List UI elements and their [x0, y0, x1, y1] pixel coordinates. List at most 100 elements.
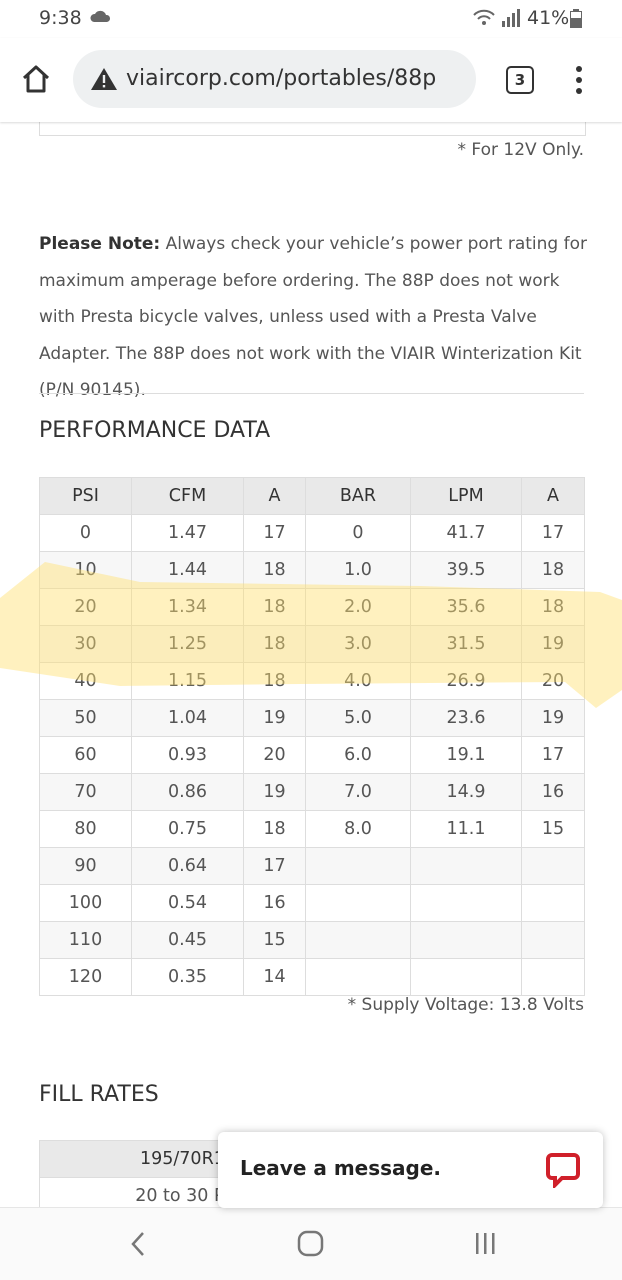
recents-button[interactable]: [474, 1232, 498, 1256]
note-text: Always check your vehicle’s power port r…: [39, 234, 587, 400]
table-cell: 19: [521, 699, 585, 737]
table-cell: 6.0: [305, 736, 411, 774]
table-cell: 0.54: [131, 884, 244, 922]
table-cell: 1.15: [131, 662, 244, 700]
table-row: 10 1.44 18 1.0 39.5 18: [39, 551, 585, 589]
table-cell: 18: [243, 625, 306, 663]
table-cell: 18: [521, 551, 585, 589]
table-cell: 35.6: [410, 588, 522, 626]
table-cell: 18: [243, 662, 306, 700]
table-cell: 19: [243, 773, 306, 811]
table-cell: 17: [243, 514, 306, 552]
table-cell: 0.45: [131, 921, 244, 959]
signal-icons: [473, 9, 520, 27]
table-row: 80 0.75 18 8.0 11.1 15: [39, 810, 585, 848]
table-cell: 4.0: [305, 662, 411, 700]
empty-cell: [521, 958, 585, 996]
divider: [39, 393, 584, 394]
empty-cell: [305, 884, 411, 922]
table-cell: 39.5: [410, 551, 522, 589]
empty-cell: [410, 884, 522, 922]
table-cell: 5.0: [305, 699, 411, 737]
cloud-icon: [90, 10, 111, 22]
table-cell: 1.04: [131, 699, 244, 737]
empty-cell: [521, 884, 585, 922]
table-row: 70 0.86 19 7.0 14.9 16: [39, 773, 585, 811]
table-cell: 18: [243, 810, 306, 848]
table-cell: 100: [39, 884, 132, 922]
column-header: A: [243, 477, 306, 515]
table-cell: 17: [243, 847, 306, 885]
empty-cell: [410, 958, 522, 996]
table-cell: 50: [39, 699, 132, 737]
table-row: 20 1.34 18 2.0 35.6 18: [39, 588, 585, 626]
table-cell: 19: [521, 625, 585, 663]
empty-cell: [521, 847, 585, 885]
table-cell: 70: [39, 773, 132, 811]
chat-widget[interactable]: Leave a message.: [218, 1132, 603, 1208]
table-cell: 20: [521, 662, 585, 700]
browser-toolbar: viaircorp.com/portables/88p 3: [0, 38, 622, 122]
table-cell: 20: [243, 736, 306, 774]
table-cell: 23.6: [410, 699, 522, 737]
tab-switcher[interactable]: 3: [506, 66, 534, 94]
table-cell: 7.0: [305, 773, 411, 811]
table-cell: 60: [39, 736, 132, 774]
url-text: viaircorp.com/portables/88p: [126, 66, 437, 91]
table-cell: 10: [39, 551, 132, 589]
table-cell: 14.9: [410, 773, 522, 811]
table-cell: 18: [243, 588, 306, 626]
table-cell: 1.34: [131, 588, 244, 626]
navigation-bar: [0, 1207, 622, 1280]
table-cell: 15: [521, 810, 585, 848]
header-row: PSI CFM A BAR LPM A: [39, 477, 585, 515]
empty-cell: [410, 921, 522, 959]
table-cell: 18: [521, 588, 585, 626]
table-cell: 0.35: [131, 958, 244, 996]
warning-icon: [91, 68, 117, 90]
table-cell: 19: [243, 699, 306, 737]
table-row: 30 1.25 18 3.0 31.5 19: [39, 625, 585, 663]
table-cell: 8.0: [305, 810, 411, 848]
chat-icon: [546, 1153, 580, 1188]
table-cell: 17: [521, 514, 585, 552]
table-cell: 0.75: [131, 810, 244, 848]
clock: 9:38: [39, 7, 82, 29]
table-row: 110 0.45 15: [39, 921, 585, 959]
table-row: 100 0.54 16: [39, 884, 585, 922]
note: Please Note: Always check your vehicle’s…: [39, 226, 587, 409]
table-cell: 14: [243, 958, 306, 996]
empty-cell: [521, 921, 585, 959]
table-cell: 31.5: [410, 625, 522, 663]
empty-cell: [305, 921, 411, 959]
table-cell: 0.93: [131, 736, 244, 774]
menu-button[interactable]: [574, 65, 584, 95]
table-cell: 1.25: [131, 625, 244, 663]
table-cell: 1.0: [305, 551, 411, 589]
table-cell: 26.9: [410, 662, 522, 700]
performance-table: PSI CFM A BAR LPM A 0 1.47 17 0 41.7 17 10 1.44 18 1.0 3…: [39, 477, 585, 996]
table-row: 90 0.64 17: [39, 847, 585, 885]
home-nav-button[interactable]: [297, 1230, 325, 1258]
table-cell: 20: [39, 588, 132, 626]
table-row: 120 0.35 14: [39, 958, 585, 996]
column-header: LPM: [410, 477, 522, 515]
table-cell: 17: [521, 736, 585, 774]
address-bar[interactable]: viaircorp.com/portables/88p: [73, 50, 476, 108]
table-cell: 1.47: [131, 514, 244, 552]
table-cell: 30: [39, 625, 132, 663]
table-cell: 0: [305, 514, 411, 552]
column-header: A: [521, 477, 585, 515]
section-heading: FILL RATES: [39, 1082, 159, 1107]
empty-cell: [305, 958, 411, 996]
table-cell: 80: [39, 810, 132, 848]
back-button[interactable]: [128, 1230, 148, 1258]
battery-icon: [570, 9, 582, 28]
table-row: 60 0.93 20 6.0 19.1 17: [39, 736, 585, 774]
table-cell: 0.86: [131, 773, 244, 811]
table-cell: 3.0: [305, 625, 411, 663]
home-button[interactable]: [21, 64, 51, 94]
note-label: Please Note:: [39, 234, 161, 254]
